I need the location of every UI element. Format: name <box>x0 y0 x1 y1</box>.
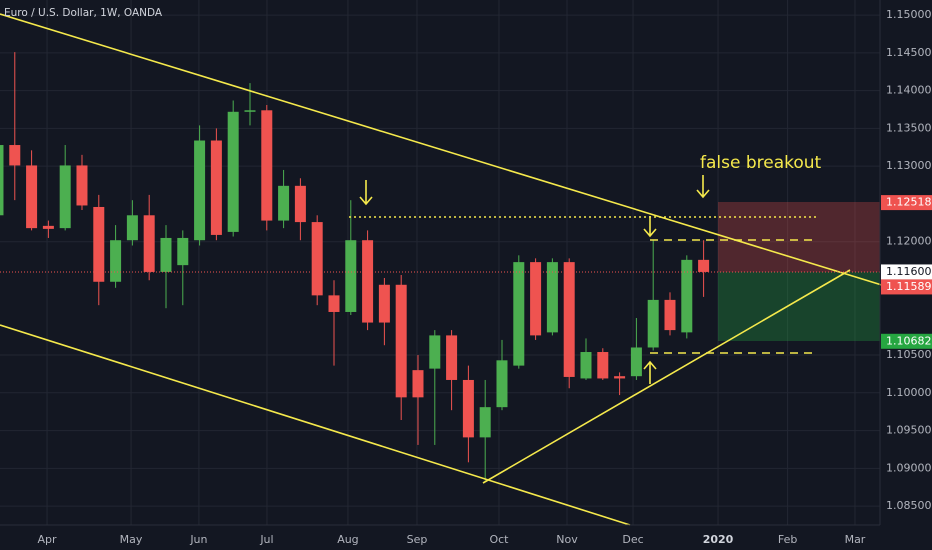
candle-body <box>580 352 592 379</box>
candle-body <box>698 259 710 272</box>
candle-body <box>530 262 542 336</box>
candle-body <box>93 206 105 282</box>
y-tick-label: 1.12000 <box>886 235 932 248</box>
lower-trendline <box>0 324 631 526</box>
candle-body <box>563 262 575 377</box>
candle-body <box>429 335 441 369</box>
y-tick-label: 1.14000 <box>886 84 932 97</box>
x-tick-label: Sep <box>407 533 428 546</box>
y-tick-label: 1.09000 <box>886 461 932 474</box>
y-tick-label: 1.14500 <box>886 46 932 59</box>
candle-body <box>546 262 558 333</box>
x-tick-label: Mar <box>845 533 866 546</box>
candle-body <box>378 284 390 323</box>
x-tick-label: Nov <box>556 533 578 546</box>
candle-body <box>345 240 357 312</box>
price-tag-label: 1.11600 <box>886 265 932 278</box>
candle-body <box>76 165 88 206</box>
x-tick-label: May <box>120 533 143 546</box>
price-tag <box>881 195 932 211</box>
candle-body <box>479 407 491 438</box>
candle-body <box>177 237 189 266</box>
candle-body <box>630 347 642 377</box>
y-tick-label: 1.09500 <box>886 424 932 437</box>
price-tag <box>881 279 932 295</box>
candle-body <box>210 140 222 235</box>
stop-zone <box>718 202 880 272</box>
candle-body <box>26 165 38 229</box>
candle-body <box>597 352 609 379</box>
y-tick-label: 1.15000 <box>886 8 932 21</box>
candle-body <box>294 185 306 223</box>
candle-body <box>143 215 155 272</box>
candle-body <box>412 370 424 398</box>
price-tag-label: 1.11589 <box>886 280 932 293</box>
x-tick-label: Apr <box>38 533 58 546</box>
x-tick-label: Oct <box>489 533 509 546</box>
candle-body <box>681 259 693 333</box>
candle-body <box>278 185 290 221</box>
y-tick-label: 1.10000 <box>886 386 932 399</box>
drawings <box>0 13 886 526</box>
y-tick-label: 1.08500 <box>886 499 932 512</box>
candle-body <box>110 240 122 282</box>
candle-body <box>194 140 206 241</box>
candle-body <box>614 376 626 379</box>
x-tick-label: 2020 <box>703 533 734 546</box>
arrow <box>643 360 657 384</box>
x-tick-label: Aug <box>337 533 358 546</box>
price-tag <box>881 333 932 349</box>
support-trendline <box>482 269 851 484</box>
candle-body <box>362 240 374 323</box>
x-tick-label: Feb <box>778 533 797 546</box>
candle-body <box>311 222 323 296</box>
candle-body <box>261 110 273 221</box>
candle-body <box>9 145 21 166</box>
candle-body <box>244 110 256 112</box>
x-tick-label: Dec <box>622 533 643 546</box>
candle-body <box>664 299 676 331</box>
candle-body <box>462 379 474 438</box>
price-tag <box>881 264 932 280</box>
target-zone <box>718 272 880 341</box>
candle-body <box>126 215 138 241</box>
candle-body <box>227 111 239 232</box>
candle-body <box>513 262 525 366</box>
candle-body <box>59 165 71 229</box>
candle-body <box>395 284 407 398</box>
x-tick-label: Jun <box>189 533 207 546</box>
candle-body <box>42 225 54 229</box>
arrow <box>359 180 373 206</box>
price-tag-label: 1.12518 <box>886 196 932 209</box>
candle-body <box>446 335 458 380</box>
candle-body <box>647 299 659 348</box>
grid <box>0 0 880 525</box>
axis-labels: 1.15000 1.14500 1.14000 1.13500 1.13000 1.120… <box>38 8 932 546</box>
candles <box>0 52 710 481</box>
candle-body <box>0 145 4 216</box>
candle-body <box>328 295 340 312</box>
y-tick-label: 1.13500 <box>886 121 932 134</box>
y-tick-label: 1.13000 <box>886 159 932 172</box>
arrow <box>696 175 710 199</box>
candle-body <box>496 360 508 408</box>
y-tick-label: 1.10500 <box>886 348 932 361</box>
chart-title: Euro / U.S. Dollar, 1W, OANDA <box>4 7 163 19</box>
arrow <box>643 216 657 238</box>
candle-body <box>160 237 172 272</box>
x-tick-label: Jul <box>259 533 273 546</box>
price-tag-label: 1.10682 <box>886 334 932 347</box>
annotation: false breakout <box>700 153 822 173</box>
